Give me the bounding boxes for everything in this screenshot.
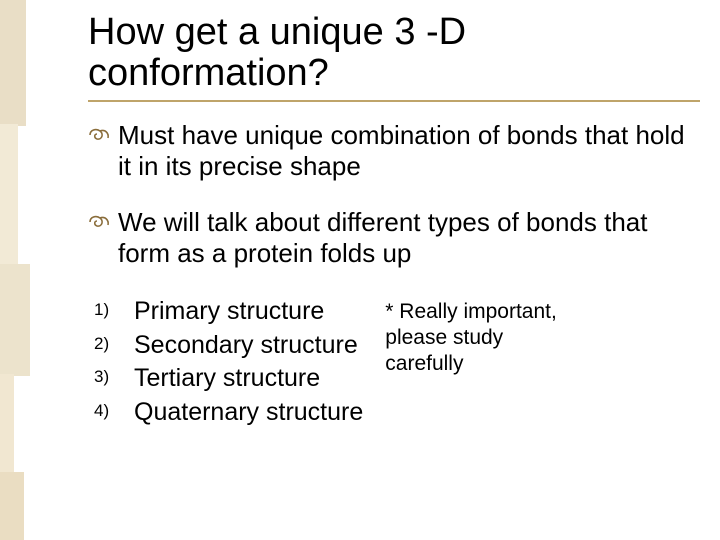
lower-row: Primary structure Secondary structure Te… [88, 295, 700, 430]
title-underline [88, 100, 700, 102]
swirl-bullet-icon [88, 213, 110, 231]
bullet-item: Must have unique combination of bonds th… [88, 120, 700, 181]
numbered-item-text: Tertiary structure [134, 364, 320, 392]
numbered-item-text: Primary structure [134, 297, 324, 325]
numbered-item: Secondary structure [94, 329, 363, 363]
numbered-item: Quaternary structure [94, 396, 363, 430]
left-decorative-strip [0, 0, 38, 540]
numbered-item-text: Quaternary structure [134, 398, 363, 426]
swirl-bullet-icon [88, 126, 110, 144]
bullet-item: We will talk about different types of bo… [88, 207, 700, 268]
main-bullet-list: Must have unique combination of bonds th… [88, 120, 700, 269]
numbered-item: Primary structure [94, 295, 363, 329]
numbered-item: Tertiary structure [94, 362, 363, 396]
slide-content: How get a unique 3 -D conformation? Must… [88, 12, 700, 430]
numbered-structure-list: Primary structure Secondary structure Te… [94, 295, 363, 430]
side-note: * Really important, please study careful… [385, 295, 585, 378]
slide-title: How get a unique 3 -D conformation? [88, 12, 700, 94]
numbered-item-text: Secondary structure [134, 331, 358, 359]
bullet-text: Must have unique combination of bonds th… [118, 120, 685, 181]
bullet-text: We will talk about different types of bo… [118, 207, 647, 268]
